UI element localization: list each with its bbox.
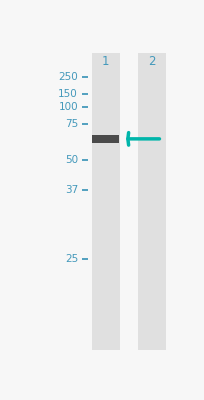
Bar: [137, 53, 165, 350]
Text: 2: 2: [147, 55, 155, 68]
Text: 250: 250: [58, 72, 78, 82]
Bar: [92, 140, 119, 142]
Text: 37: 37: [64, 185, 78, 195]
Bar: [92, 53, 119, 350]
Bar: [92, 139, 119, 140]
Bar: [92, 134, 119, 143]
Text: 100: 100: [58, 102, 78, 112]
Text: 75: 75: [64, 119, 78, 129]
Text: 50: 50: [65, 156, 78, 166]
Text: 25: 25: [64, 254, 78, 264]
Text: 150: 150: [58, 88, 78, 98]
Bar: [92, 140, 119, 142]
Text: 1: 1: [102, 55, 109, 68]
Bar: [92, 142, 119, 143]
Bar: [92, 138, 119, 140]
